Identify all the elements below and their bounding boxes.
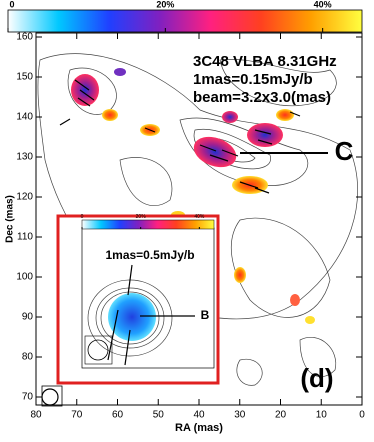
colorbar-tick-label: 20% (156, 0, 174, 9)
x-tick-label: 0 (359, 410, 365, 421)
annotation: 3C48 VLBA 8.31GHz (193, 53, 337, 70)
y-tick-label: 110 (17, 232, 33, 243)
y-tick-label: 80 (22, 352, 34, 363)
y-tick-label: 140 (16, 112, 33, 123)
x-tick-label: 60 (112, 410, 124, 421)
inset-colorbar-tick-label: 40% (194, 214, 205, 220)
beam (41, 388, 59, 406)
x-axis-label: RA (mas) (175, 422, 223, 434)
x-tick-label: 20 (275, 410, 287, 421)
colorbar-tick-label: 0 (9, 0, 14, 9)
colorbar (7, 9, 363, 33)
inset-colorbar-tick-label: 0 (81, 214, 84, 220)
inset-annotation: 1mas=0.5mJy/b (105, 248, 194, 262)
inset-annotation: B (201, 308, 210, 322)
inset-colorbar (81, 219, 215, 230)
y-tick-label: 100 (16, 272, 33, 283)
colorbar-tick-label: 40% (314, 0, 332, 9)
polarization-blobs (59, 68, 315, 324)
y-tick-label: 70 (22, 392, 34, 403)
x-tick-label: 40 (193, 410, 205, 421)
contours (37, 53, 358, 386)
inset-colorbar-tick-label: 20% (136, 214, 147, 220)
x-tick-label: 70 (71, 410, 83, 421)
y-tick-label: 150 (16, 72, 33, 83)
x-tick-label: 80 (30, 410, 42, 421)
y-tick-label: 160 (16, 32, 33, 43)
y-tick-label: 90 (22, 312, 34, 323)
x-tick-label: 10 (316, 410, 328, 421)
beam-box (41, 385, 63, 407)
annotation: (d) (300, 363, 333, 393)
annotation: 1mas=0.15mJy/b (193, 71, 313, 88)
annotation: beam=3.2x3.0(mas) (193, 89, 331, 106)
x-tick-label: 30 (234, 410, 246, 421)
inset (56, 214, 220, 385)
y-tick-label: 130 (16, 152, 33, 163)
y-tick-label: 120 (16, 192, 33, 203)
y-axis-label: Dec (mas) (5, 195, 16, 243)
annotation: C (335, 136, 354, 166)
x-tick-label: 50 (153, 410, 165, 421)
